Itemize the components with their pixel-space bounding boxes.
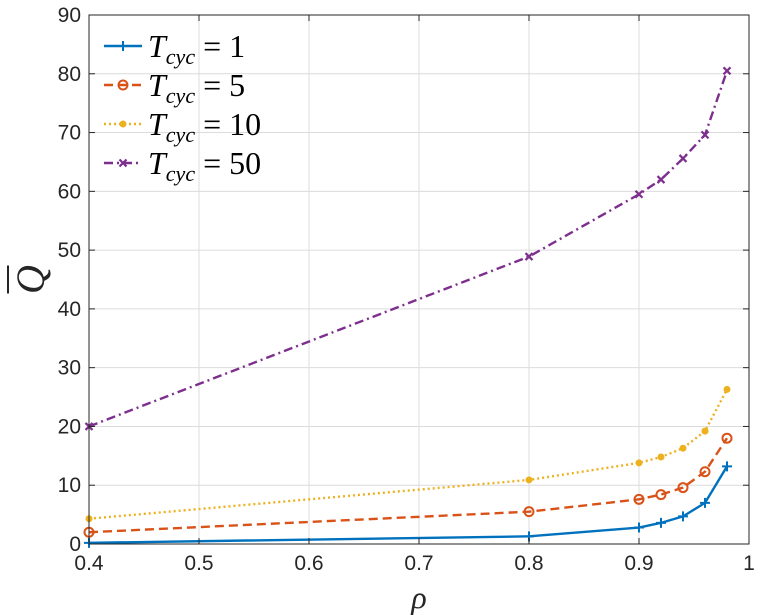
y-axis-label: Q (7, 265, 53, 294)
data-point (524, 252, 534, 261)
legend-label: Tcyc = 10 (148, 106, 261, 147)
y-tick-label: 80 (58, 63, 81, 86)
data-point (635, 459, 643, 467)
x-axis-label: ρ (410, 579, 426, 615)
data-point (678, 511, 688, 522)
x-tick-label: 0.6 (294, 552, 323, 575)
legend-label-value: = 5 (203, 67, 245, 103)
data-point (117, 79, 129, 91)
legend-item: Tcyc = 10 (104, 106, 261, 147)
legend-label-sub: cyc (166, 83, 196, 108)
series-3 (85, 385, 731, 523)
legend-label-main: T (148, 67, 168, 103)
data-point (119, 120, 127, 128)
legend: Tcyc = 1 Tcyc = 5 Tcyc = 10 Tcyc = 50 (104, 28, 261, 186)
data-point (721, 432, 733, 444)
x-tick-label: 1 (743, 552, 755, 575)
data-point (634, 522, 644, 533)
data-point (700, 130, 710, 140)
legend-label-main: T (148, 106, 168, 142)
legend-label-sub: cyc (166, 122, 196, 147)
y-tick-label: 60 (58, 180, 81, 203)
data-point (699, 466, 711, 478)
data-point (678, 154, 688, 163)
data-point (677, 482, 689, 494)
y-tick-label: 30 (58, 357, 81, 380)
data-point (656, 175, 666, 184)
axis-ticks (88, 14, 750, 545)
x-tick-label: 0.8 (514, 552, 543, 575)
data-point (525, 476, 533, 484)
data-point (722, 66, 732, 76)
data-point (657, 453, 665, 461)
x-tick-label: 0.4 (74, 552, 104, 575)
data-point (723, 385, 731, 393)
y-tick-label: 40 (58, 298, 81, 321)
series-line (88, 465, 729, 545)
y-tick-label: 90 (58, 4, 81, 27)
series-1 (84, 461, 732, 548)
legend-label-value: = 1 (203, 28, 245, 64)
x-tick-label: 0.5 (184, 552, 213, 575)
legend-label: Tcyc = 1 (148, 28, 245, 69)
y-tick-label: 70 (58, 122, 81, 145)
y-tick-label: 10 (58, 474, 81, 497)
legend-label-sub: cyc (166, 161, 196, 186)
legend-label-value: = 50 (203, 145, 261, 181)
data-point (634, 189, 644, 199)
legend-label-value: = 10 (203, 106, 261, 142)
series-line (88, 437, 729, 534)
legend-item: Tcyc = 50 (104, 145, 261, 186)
data-point (722, 461, 732, 472)
data-point (656, 517, 666, 528)
data-point (118, 158, 128, 168)
legend-label-main: T (148, 28, 168, 64)
x-tick-label: 0.9 (624, 552, 653, 575)
data-point (655, 489, 667, 501)
data-point (118, 41, 128, 51)
legend-item: Tcyc = 5 (104, 67, 245, 108)
y-axis-label-text: Q (8, 265, 53, 294)
data-point (633, 493, 645, 505)
data-point (523, 506, 535, 518)
legend-item: Tcyc = 1 (104, 28, 245, 69)
legend-label: Tcyc = 5 (148, 67, 245, 108)
data-point (679, 444, 687, 452)
x-tick-label: 0.7 (404, 552, 433, 575)
data-point (700, 497, 710, 508)
legend-label: Tcyc = 50 (148, 145, 261, 186)
series-line (88, 388, 729, 520)
series-layer (83, 66, 733, 548)
y-tick-label: 0 (69, 533, 81, 556)
legend-label-sub: cyc (166, 44, 196, 69)
data-point (701, 427, 709, 435)
y-tick-label: 50 (58, 239, 81, 262)
legend-label-main: T (148, 145, 168, 181)
y-tick-label: 20 (58, 415, 81, 438)
